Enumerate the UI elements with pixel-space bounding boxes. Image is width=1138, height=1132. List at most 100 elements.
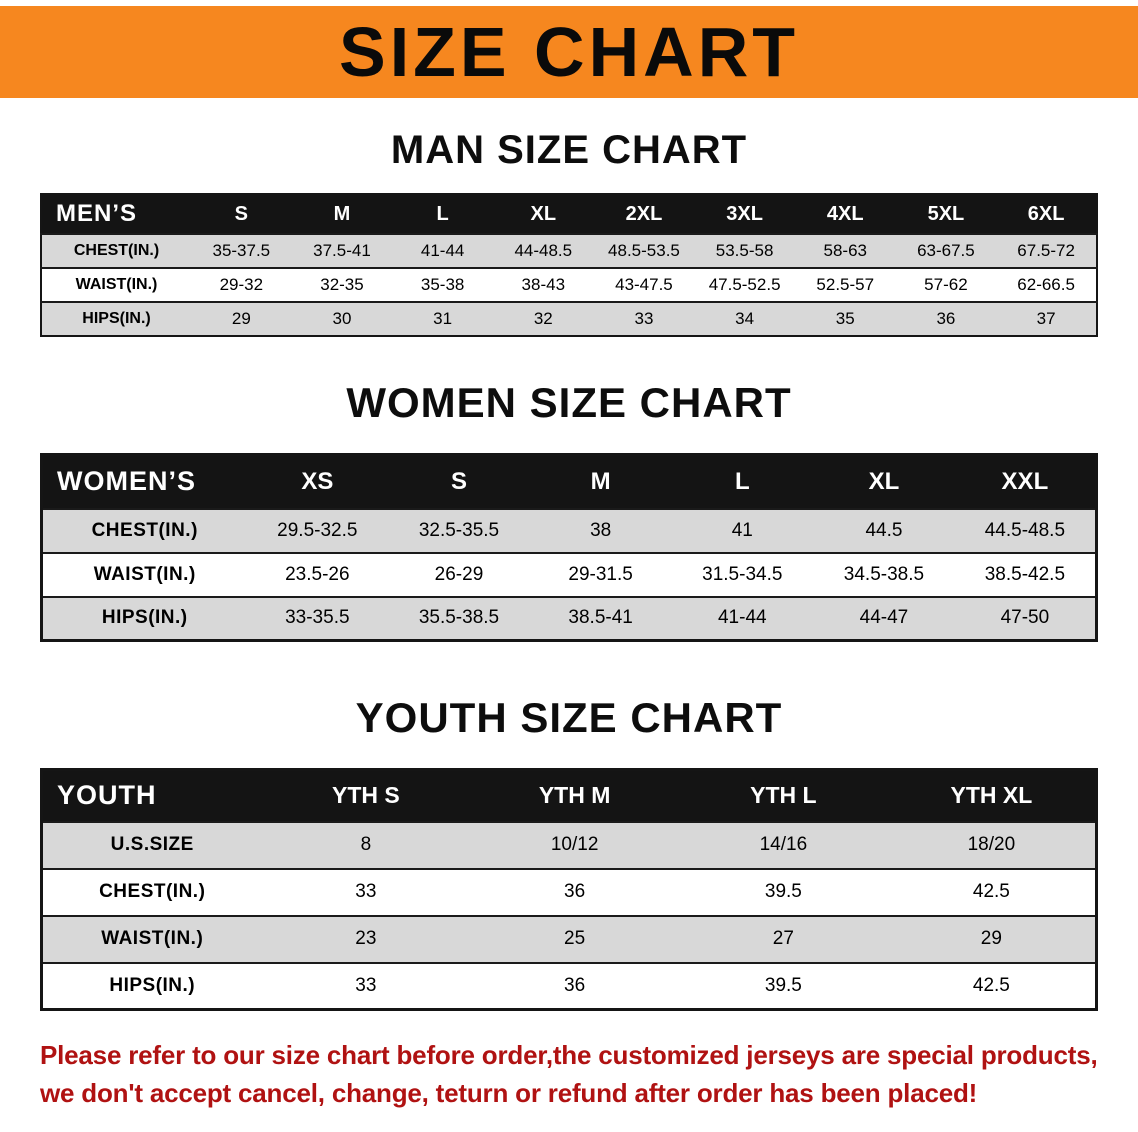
women-section-heading: WOMEN SIZE CHART: [346, 379, 792, 426]
measurement-value-cell: 25: [470, 914, 679, 963]
measurement-value-cell: 48.5-53.5: [593, 233, 695, 268]
measurement-label-cell: U.S.SIZE: [41, 820, 262, 869]
measurement-value-cell: 26-29: [388, 551, 530, 597]
table-row: CHEST(IN.) 35-37.5 37.5-41 41-44 44-48.5 48.5…: [41, 233, 1097, 268]
table-header-row: MEN’S S M L XL 2XL 3XL 4XL 5XL 6XL: [41, 194, 1097, 234]
size-column-header: XS: [246, 454, 389, 509]
page-title: SIZE CHART: [339, 13, 799, 91]
measurement-value-cell: 36: [895, 301, 997, 336]
measurement-value-cell: 58-63: [794, 233, 896, 268]
table-row: U.S.SIZE 8 10/12 14/16 18/20: [41, 820, 1097, 869]
measurement-value-cell: 35-38: [392, 267, 493, 302]
measurement-value-cell: 44-48.5: [492, 233, 594, 268]
table-row: HIPS(IN.) 33-35.5 35.5-38.5 38.5-41 41-44 44-…: [41, 595, 1097, 641]
measurement-value-cell: 39.5: [679, 961, 888, 1010]
measurement-value-cell: 29.5-32.5: [246, 507, 389, 553]
measurement-value-cell: 34.5-38.5: [813, 551, 955, 597]
measurement-value-cell: 44.5: [813, 507, 955, 553]
measurement-value-cell: 67.5-72: [996, 233, 1097, 268]
measurement-value-cell: 30: [291, 301, 393, 336]
size-column-header: L: [392, 194, 493, 234]
measurement-value-cell: 38.5-41: [529, 595, 672, 641]
youth-size-table: YOUTH YTH S YTH M YTH L YTH XL U.S.SIZE 8 10/12…: [40, 768, 1098, 1011]
women-size-table: WOMEN’S XS S M L XL XXL CHEST(IN.) 29.5-32.5 32.5…: [40, 453, 1098, 642]
size-column-header: YTH XL: [887, 769, 1097, 822]
measurement-label-cell: HIPS(IN.): [41, 301, 191, 336]
footer-disclaimer-line-1: Please refer to our size chart before or…: [40, 1040, 1098, 1070]
table-header-row: YOUTH YTH S YTH M YTH L YTH XL: [41, 769, 1097, 822]
measurement-value-cell: 23: [261, 914, 471, 963]
table-title-cell: WOMEN’S: [41, 454, 247, 509]
measurement-value-cell: 53.5-58: [694, 233, 795, 268]
size-column-header: S: [388, 454, 530, 509]
measurement-value-cell: 29: [887, 914, 1097, 963]
table-row: WAIST(IN.) 23.5-26 26-29 29-31.5 31.5-34.5 34…: [41, 551, 1097, 597]
measurement-value-cell: 35-37.5: [191, 233, 292, 268]
measurement-value-cell: 42.5: [887, 867, 1097, 916]
table-row: HIPS(IN.) 29 30 31 32 33 34 35 36 37: [41, 301, 1097, 336]
measurement-value-cell: 42.5: [887, 961, 1097, 1010]
measurement-label-cell: CHEST(IN.): [41, 507, 247, 553]
measurement-value-cell: 27: [679, 914, 888, 963]
measurement-value-cell: 33: [261, 867, 471, 916]
measurement-value-cell: 23.5-26: [246, 551, 389, 597]
table-row: HIPS(IN.) 33 36 39.5 42.5: [41, 961, 1097, 1010]
measurement-value-cell: 29-32: [191, 267, 292, 302]
measurement-value-cell: 32: [492, 301, 594, 336]
measurement-label-cell: CHEST(IN.): [41, 233, 191, 268]
measurement-value-cell: 32-35: [291, 267, 393, 302]
size-column-header: 6XL: [996, 194, 1097, 234]
measurement-value-cell: 33: [593, 301, 695, 336]
measurement-value-cell: 35: [794, 301, 896, 336]
measurement-value-cell: 35.5-38.5: [388, 595, 530, 641]
size-column-header: YTH M: [470, 769, 679, 822]
measurement-value-cell: 29: [191, 301, 292, 336]
size-column-header: S: [191, 194, 292, 234]
size-column-header: 4XL: [794, 194, 896, 234]
measurement-value-cell: 18/20: [887, 820, 1097, 869]
size-column-header: 3XL: [694, 194, 795, 234]
size-column-header: XXL: [954, 454, 1097, 509]
table-row: CHEST(IN.) 29.5-32.5 32.5-35.5 38 41 44.5 44.5…: [41, 507, 1097, 553]
footer-disclaimer: Please refer to our size chart before or…: [40, 1037, 1138, 1112]
measurement-value-cell: 33: [261, 961, 471, 1010]
measurement-label-cell: WAIST(IN.): [41, 267, 191, 302]
men-section-heading: MAN SIZE CHART: [390, 128, 748, 172]
measurement-value-cell: 44-47: [813, 595, 955, 641]
measurement-value-cell: 36: [470, 961, 679, 1010]
size-column-header: M: [529, 454, 672, 509]
measurement-value-cell: 37: [996, 301, 1097, 336]
measurement-value-cell: 52.5-57: [794, 267, 896, 302]
table-header-row: WOMEN’S XS S M L XL XXL: [41, 454, 1097, 509]
table-title-cell: YOUTH: [41, 769, 262, 822]
measurement-label-cell: CHEST(IN.): [41, 867, 262, 916]
measurement-label-cell: WAIST(IN.): [41, 914, 262, 963]
measurement-value-cell: 33-35.5: [246, 595, 389, 641]
measurement-value-cell: 62-66.5: [996, 267, 1097, 302]
measurement-value-cell: 43-47.5: [593, 267, 695, 302]
measurement-value-cell: 38-43: [492, 267, 594, 302]
measurement-value-cell: 47-50: [954, 595, 1097, 641]
table-row: CHEST(IN.) 33 36 39.5 42.5: [41, 867, 1097, 916]
title-banner: SIZE CHART: [0, 6, 1138, 98]
measurement-value-cell: 38: [529, 507, 672, 553]
table-row: WAIST(IN.) 29-32 32-35 35-38 38-43 43-47.5 47.…: [41, 267, 1097, 302]
table-title-cell: MEN’S: [41, 194, 191, 234]
measurement-label-cell: HIPS(IN.): [41, 595, 247, 641]
size-column-header: 2XL: [593, 194, 695, 234]
measurement-value-cell: 29-31.5: [529, 551, 672, 597]
measurement-value-cell: 14/16: [679, 820, 888, 869]
size-column-header: 5XL: [895, 194, 997, 234]
measurement-value-cell: 47.5-52.5: [694, 267, 795, 302]
size-column-header: XL: [813, 454, 955, 509]
measurement-value-cell: 37.5-41: [291, 233, 393, 268]
measurement-value-cell: 34: [694, 301, 795, 336]
measurement-value-cell: 57-62: [895, 267, 997, 302]
measurement-label-cell: HIPS(IN.): [41, 961, 262, 1010]
footer-disclaimer-line-2: we don't accept cancel, change, teturn o…: [40, 1077, 978, 1108]
measurement-value-cell: 8: [261, 820, 471, 869]
measurement-value-cell: 41: [671, 507, 814, 553]
table-row: WAIST(IN.) 23 25 27 29: [41, 914, 1097, 963]
measurement-value-cell: 32.5-35.5: [388, 507, 530, 553]
